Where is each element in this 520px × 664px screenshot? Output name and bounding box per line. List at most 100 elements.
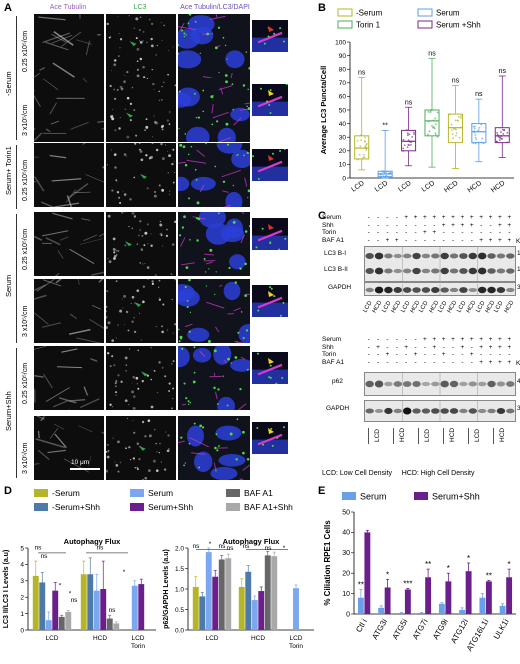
lc3-punctum xyxy=(136,442,140,445)
data-point xyxy=(410,141,413,144)
lc3-punctum xyxy=(153,369,156,372)
group-label: Serum xyxy=(4,274,13,297)
treatment-row-label: Serum xyxy=(322,336,342,343)
inset-arrowhead xyxy=(268,358,274,364)
tubulin-fiber xyxy=(49,102,57,115)
blot-band xyxy=(431,268,440,274)
bar xyxy=(271,556,278,630)
data-point xyxy=(379,173,382,176)
lc3-punctum xyxy=(243,154,245,157)
lc3-punctum xyxy=(119,201,122,205)
tubulin-fiber xyxy=(70,121,89,130)
treatment-sign: - xyxy=(395,358,398,366)
lc3-punctum xyxy=(142,263,144,265)
blot-band xyxy=(393,268,403,274)
lc3-punctum xyxy=(237,153,239,156)
data-point xyxy=(365,144,368,147)
lc3-punctum xyxy=(178,128,180,130)
lc3-punctum xyxy=(166,329,169,331)
lc3-punctum xyxy=(146,187,149,190)
tubulin-fiber xyxy=(90,357,98,362)
lc3-punctum xyxy=(122,307,124,309)
tubulin-fiber xyxy=(76,39,92,45)
x-tick-label: LCD xyxy=(374,180,389,194)
y-tick-label: 5 xyxy=(20,545,24,552)
tubulin-fiber xyxy=(217,137,231,142)
data-point xyxy=(408,133,411,136)
inset-texture xyxy=(252,224,288,250)
bar xyxy=(438,603,445,614)
bar xyxy=(113,623,120,630)
legend-label: Torin 1 xyxy=(356,21,381,30)
x-tick-label: ATG12i xyxy=(449,617,470,645)
lc3-punctum xyxy=(174,172,176,173)
x-tick-label: LCD xyxy=(45,635,58,642)
tubulin-fiber xyxy=(58,397,77,404)
bar xyxy=(205,552,212,630)
significance-label: * xyxy=(209,541,212,548)
x-tick-label: HCD xyxy=(490,180,506,194)
treatment-sign: + xyxy=(498,236,502,244)
lc3-punctum xyxy=(127,329,130,332)
treatment-sign: + xyxy=(432,229,437,236)
bar xyxy=(199,596,206,630)
lc3-punctum xyxy=(246,457,250,461)
data-point xyxy=(473,131,476,134)
micrograph-lc3 xyxy=(106,14,176,78)
tubulin-fiber xyxy=(222,190,229,193)
lc3-punctum xyxy=(208,268,210,270)
lc3-punctum xyxy=(172,387,175,390)
legend-label: -Serum xyxy=(356,9,383,18)
tubulin-fiber xyxy=(35,438,66,449)
lc3-punctum xyxy=(119,461,122,464)
lc3-punctum xyxy=(185,266,189,269)
tubulin-fiber xyxy=(212,111,229,119)
lc3-punctum xyxy=(126,71,129,74)
significance-label: ** xyxy=(486,571,492,580)
y-tick-label: 80 xyxy=(339,67,347,74)
data-point xyxy=(387,172,390,175)
data-point xyxy=(458,115,460,118)
data-point xyxy=(506,141,509,144)
treatment-row-label: Shh xyxy=(322,343,334,351)
treatment-sign: + xyxy=(432,343,437,351)
tubulin-fiber xyxy=(45,128,51,133)
treatment-sign: - xyxy=(376,351,380,358)
x-tick-label: ATG7i xyxy=(411,617,430,641)
data-point xyxy=(477,129,480,132)
lc3-punctum xyxy=(123,193,127,196)
treatment-sign: + xyxy=(479,336,484,343)
significance-label: * xyxy=(59,582,62,589)
treatment-sign: + xyxy=(498,358,502,366)
lc3-punctum xyxy=(139,16,142,19)
significance-label: ns xyxy=(219,543,227,550)
data-point xyxy=(360,134,363,137)
lc3-punctum xyxy=(125,370,127,372)
treatment-sign: - xyxy=(414,221,417,229)
lc3-punctum xyxy=(166,119,169,122)
lc3-punctum xyxy=(117,15,119,17)
tubulin-fiber xyxy=(76,337,103,343)
tubulin-fiber xyxy=(38,16,66,21)
data-point xyxy=(413,133,415,136)
lc3-punctum xyxy=(184,462,187,464)
lc3-punctum xyxy=(146,78,149,79)
significance-label: * xyxy=(447,564,450,573)
tubulin-fiber xyxy=(178,26,196,31)
legend-label: Serum +Shh xyxy=(436,21,481,30)
treatment-sign: + xyxy=(423,214,427,221)
blot-band xyxy=(421,253,431,259)
data-point xyxy=(365,147,368,150)
treatment-sign: + xyxy=(469,351,474,358)
panel-label-d: D xyxy=(4,485,12,497)
lc3-punctum xyxy=(151,280,154,283)
tubulin-fiber xyxy=(244,177,248,187)
blot-band xyxy=(496,253,506,259)
lc3-punctum xyxy=(166,449,170,453)
tubulin-fiber xyxy=(206,261,213,265)
inset-cilium xyxy=(257,160,283,173)
micrograph-lc3 xyxy=(106,346,176,410)
tubulin-fiber xyxy=(69,248,95,265)
treatment-sign: - xyxy=(470,229,473,236)
lc3-punctum xyxy=(136,383,138,385)
